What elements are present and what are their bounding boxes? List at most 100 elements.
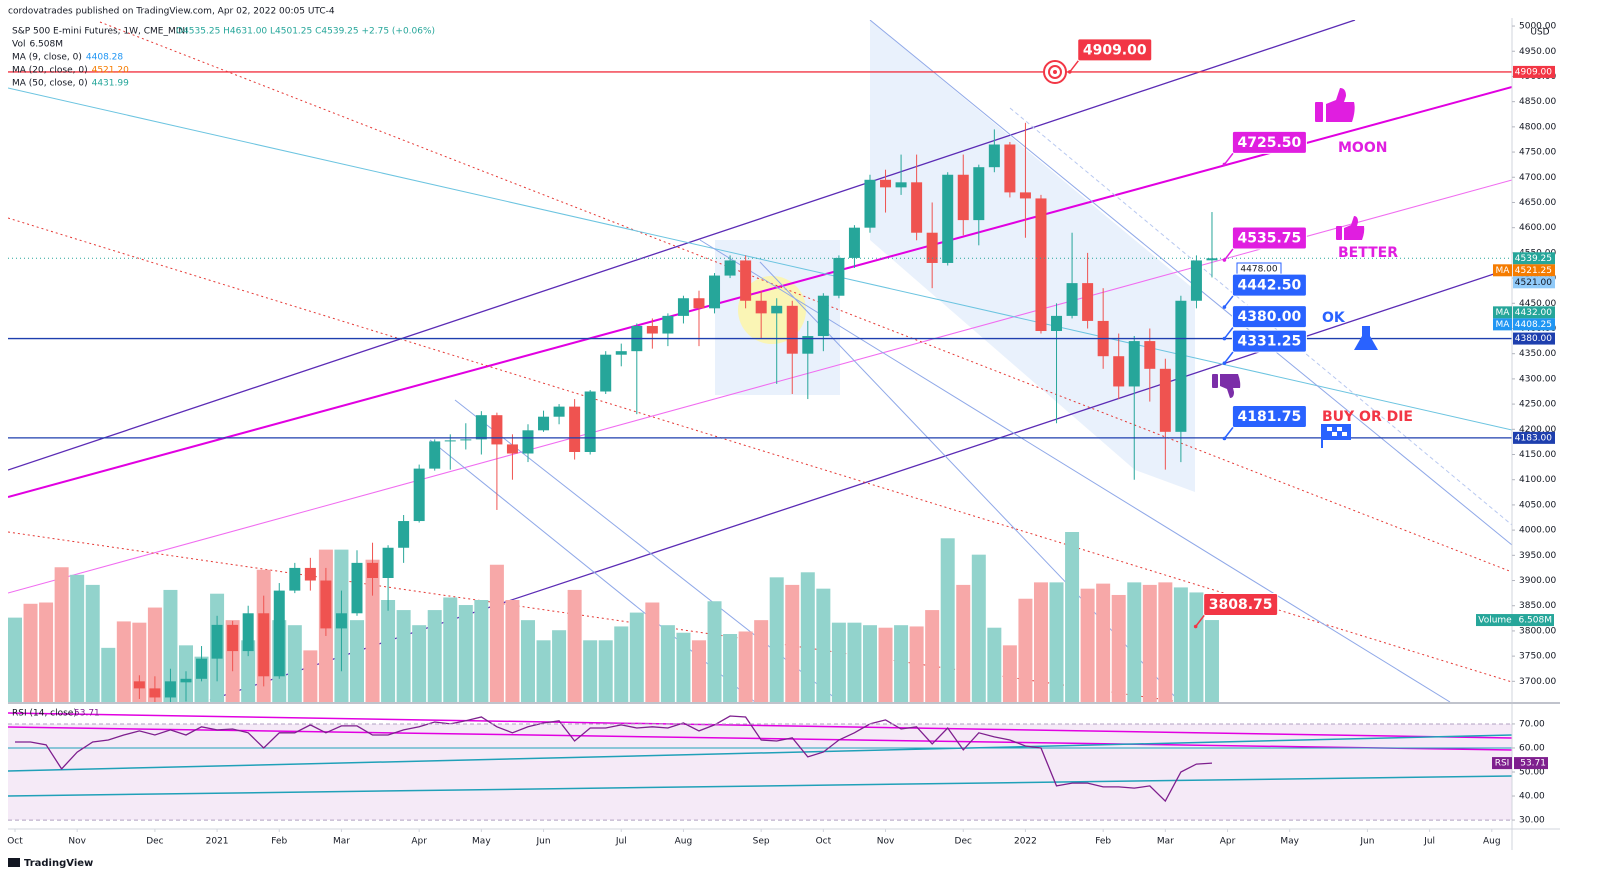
indicator-name: MA (9, close, 0)	[12, 53, 82, 63]
candle-body	[382, 547, 394, 578]
flag-icon	[1321, 424, 1351, 448]
volume-bar	[925, 610, 940, 702]
volume-bar	[1111, 594, 1126, 702]
indicator-name: MA (50, close, 0)	[12, 79, 88, 89]
price-label-box	[1513, 306, 1555, 319]
volume-layer	[8, 532, 1219, 702]
candle-body	[942, 174, 954, 263]
x-tick-label: Apr	[1220, 837, 1236, 847]
candle-body	[880, 179, 892, 188]
candle-body	[817, 295, 829, 337]
volume-bar	[909, 626, 924, 702]
volume-bar	[723, 634, 738, 702]
volume-bar	[458, 605, 473, 702]
volume-bar	[1204, 620, 1219, 702]
rsi-label: 53.71	[1520, 759, 1546, 769]
indicator-name: MA (20, close, 0)	[12, 66, 88, 76]
candle-body	[1175, 300, 1187, 432]
y-tick-label: 4450.00	[1519, 299, 1556, 309]
candle-body	[615, 351, 627, 355]
price-label-box	[1513, 332, 1555, 345]
candle-body	[1004, 144, 1016, 193]
callout-arrow	[1223, 246, 1236, 261]
candle-body	[740, 260, 752, 301]
candle-body	[833, 257, 845, 296]
y-tick-label: 4850.00	[1519, 97, 1556, 107]
callout-arrow	[1223, 150, 1236, 165]
price-tag: MA	[1496, 308, 1511, 318]
y-tick-label: 60.00	[1519, 743, 1545, 753]
volume-bar	[971, 554, 986, 702]
rsi-tag: RSI	[1495, 759, 1510, 769]
price-layer	[8, 71, 1512, 702]
candle-body	[786, 305, 798, 354]
ohlc: O4535.25 H4631.00 L4501.25 C4539.25 +2.7…	[176, 27, 435, 37]
price-label-box	[1513, 276, 1555, 289]
volume-bar	[443, 597, 458, 702]
candle-body	[460, 439, 472, 441]
x-tick-label: 2021	[206, 837, 229, 847]
candle-body	[1035, 198, 1047, 332]
price-label: 4521.00	[1515, 278, 1552, 288]
x-tick-label: Dec	[146, 837, 163, 847]
y-tick-label: 40.00	[1519, 792, 1545, 802]
volume-bar	[412, 625, 427, 702]
price-label: 4521.25	[1515, 266, 1552, 276]
volume-bar	[660, 625, 675, 702]
volume-bar	[1065, 532, 1080, 702]
indicator-value: 4521.20	[92, 66, 129, 76]
volume-bar	[349, 620, 364, 702]
y-tick-label: 4050.00	[1519, 500, 1556, 510]
candle-body	[273, 590, 285, 677]
volume-bar	[956, 584, 971, 702]
volume-label: 6.508M	[1518, 616, 1552, 626]
price-label: 4909.00	[1515, 67, 1552, 77]
callout-label: 4380.00	[1238, 309, 1302, 325]
candle-body	[553, 406, 565, 417]
candle-body	[1082, 283, 1094, 321]
rsi-label-box	[1514, 757, 1548, 770]
candle-body	[491, 415, 503, 445]
note: OK	[1322, 310, 1346, 326]
x-tick-label: Nov	[68, 837, 86, 847]
candle-body	[600, 354, 612, 392]
volume-label-box	[1514, 614, 1554, 627]
callout-arrow	[1223, 325, 1236, 340]
volume-bar	[785, 584, 800, 702]
volume-bar	[831, 622, 846, 702]
volume-bar	[816, 588, 831, 702]
logo	[8, 858, 20, 867]
trend-line	[8, 20, 1356, 471]
volume-bar	[567, 589, 582, 702]
volume-bar	[583, 640, 598, 702]
publisher: cordovatrades published on TradingView.c…	[8, 7, 335, 17]
price-label-box	[1513, 318, 1555, 331]
x-tick-label: Jul	[615, 837, 627, 847]
y-tick-label: 4650.00	[1519, 198, 1556, 208]
callout-anchor	[1222, 361, 1227, 365]
x-tick-label: Dec	[955, 837, 972, 847]
candle-body	[475, 415, 487, 440]
x-tick-label: Feb	[271, 837, 287, 847]
y-tick-label: 4250.00	[1519, 400, 1556, 410]
trend-line	[8, 86, 1512, 498]
trend-line	[8, 87, 1512, 431]
callout-box	[1077, 38, 1153, 62]
y-tick-label: 4750.00	[1519, 148, 1556, 158]
volume-tag: Volume	[1478, 616, 1512, 626]
volume-bar	[1080, 588, 1095, 702]
volume-bar	[552, 630, 567, 702]
rsi-title: RSI (14, close)	[12, 709, 77, 719]
candle-body	[988, 144, 1000, 168]
price-tag-box	[1493, 306, 1512, 319]
flask-icon	[1354, 326, 1378, 350]
volume-bar	[365, 559, 380, 702]
callout-box	[1231, 226, 1307, 250]
y-tick-label: 4350.00	[1519, 349, 1556, 359]
y-tick-label: 4200.00	[1519, 425, 1556, 435]
y-tick-label: 4000.00	[1519, 526, 1556, 536]
candle-body	[771, 305, 783, 314]
y-tick-label: 4950.00	[1519, 47, 1556, 57]
volume-bar	[800, 572, 815, 702]
